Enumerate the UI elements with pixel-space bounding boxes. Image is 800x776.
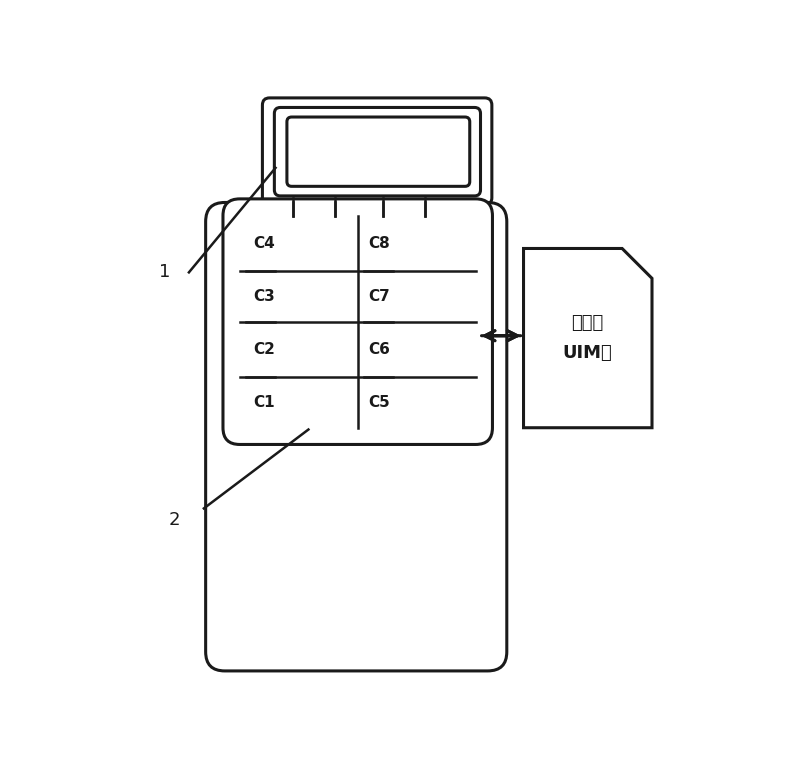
Polygon shape bbox=[523, 248, 652, 428]
FancyBboxPatch shape bbox=[223, 199, 493, 445]
FancyBboxPatch shape bbox=[262, 98, 492, 205]
Text: C7: C7 bbox=[369, 289, 390, 303]
Text: C6: C6 bbox=[369, 341, 390, 357]
Text: C4: C4 bbox=[253, 236, 274, 251]
FancyBboxPatch shape bbox=[206, 203, 506, 671]
Text: C2: C2 bbox=[253, 341, 274, 357]
Text: C5: C5 bbox=[369, 395, 390, 410]
Text: 双界面: 双界面 bbox=[571, 314, 603, 332]
Text: 1: 1 bbox=[159, 263, 170, 282]
FancyBboxPatch shape bbox=[287, 117, 470, 186]
Text: C3: C3 bbox=[253, 289, 274, 303]
Text: C1: C1 bbox=[253, 395, 274, 410]
Text: 2: 2 bbox=[168, 511, 180, 529]
Text: C8: C8 bbox=[369, 236, 390, 251]
FancyBboxPatch shape bbox=[274, 107, 481, 196]
Text: UIM卡: UIM卡 bbox=[562, 344, 612, 362]
